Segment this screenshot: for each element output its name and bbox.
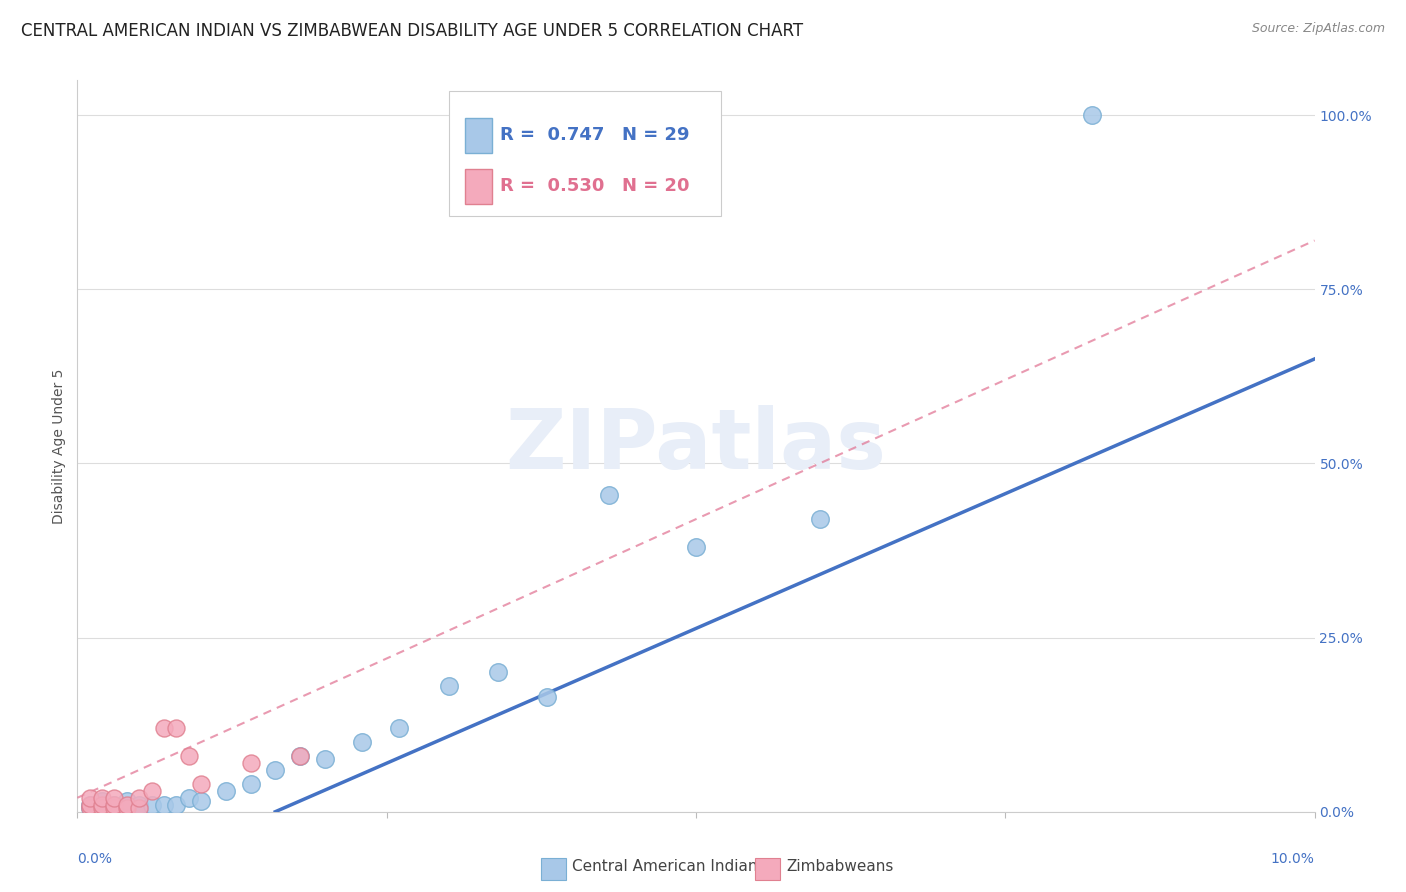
Point	[685, 540, 707, 554]
Text: N = 20: N = 20	[621, 178, 689, 195]
Point	[103, 797, 125, 812]
Point	[165, 721, 187, 735]
Text: 0.0%: 0.0%	[77, 852, 112, 866]
Point	[79, 801, 101, 815]
Point	[79, 797, 101, 812]
Point	[288, 749, 311, 764]
Bar	[464, 169, 492, 204]
Point	[177, 749, 200, 764]
Bar	[755, 858, 780, 880]
Point	[1081, 108, 1104, 122]
Point	[91, 801, 114, 815]
Text: Central American Indians: Central American Indians	[572, 859, 766, 874]
Y-axis label: Disability Age Under 5: Disability Age Under 5	[52, 368, 66, 524]
Point	[177, 790, 200, 805]
Point	[215, 784, 238, 798]
Point	[388, 721, 411, 735]
Point	[264, 763, 287, 777]
Text: N = 29: N = 29	[621, 126, 689, 145]
Point	[103, 790, 125, 805]
Point	[115, 794, 138, 808]
Point	[350, 735, 373, 749]
Point	[91, 797, 114, 812]
Point	[288, 749, 311, 764]
Point	[128, 801, 150, 815]
Point	[115, 801, 138, 815]
Point	[141, 797, 163, 812]
Point	[128, 797, 150, 812]
Point	[437, 679, 460, 693]
Point	[153, 797, 176, 812]
Point	[598, 488, 620, 502]
Bar	[541, 858, 567, 880]
Point	[91, 790, 114, 805]
Text: 10.0%: 10.0%	[1271, 852, 1315, 866]
Text: CENTRAL AMERICAN INDIAN VS ZIMBABWEAN DISABILITY AGE UNDER 5 CORRELATION CHART: CENTRAL AMERICAN INDIAN VS ZIMBABWEAN DI…	[21, 22, 803, 40]
Point	[536, 690, 558, 704]
Point	[239, 756, 262, 770]
Point	[153, 721, 176, 735]
Point	[91, 801, 114, 815]
Point	[165, 797, 187, 812]
Point	[91, 794, 114, 808]
Point	[314, 752, 336, 766]
Text: Source: ZipAtlas.com: Source: ZipAtlas.com	[1251, 22, 1385, 36]
Point	[103, 801, 125, 815]
Text: ZIPatlas: ZIPatlas	[506, 406, 886, 486]
Point	[115, 797, 138, 812]
Point	[239, 777, 262, 791]
Point	[141, 784, 163, 798]
Point	[79, 797, 101, 812]
Text: R =  0.530: R = 0.530	[501, 178, 605, 195]
Point	[103, 801, 125, 815]
Text: Zimbabweans: Zimbabweans	[786, 859, 894, 874]
Point	[79, 801, 101, 815]
Point	[115, 801, 138, 815]
Point	[190, 777, 212, 791]
Point	[808, 512, 831, 526]
Point	[128, 790, 150, 805]
Text: R =  0.747: R = 0.747	[501, 126, 605, 145]
Point	[79, 790, 101, 805]
Bar	[464, 118, 492, 153]
Point	[486, 665, 509, 680]
Point	[128, 801, 150, 815]
Point	[190, 794, 212, 808]
Point	[103, 797, 125, 812]
FancyBboxPatch shape	[449, 91, 721, 216]
